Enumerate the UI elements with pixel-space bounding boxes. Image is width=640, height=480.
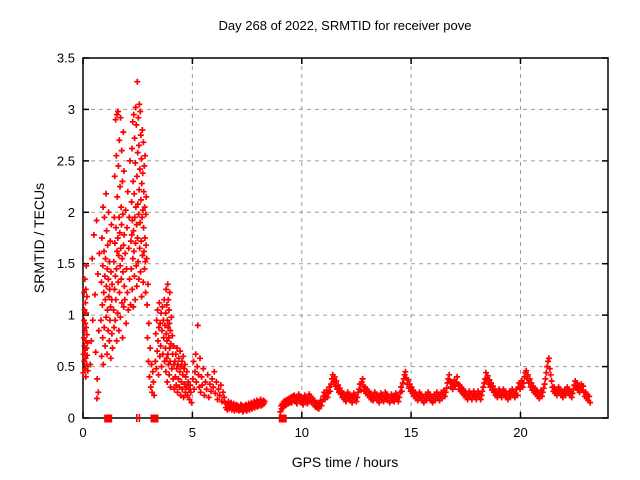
chart-title: Day 268 of 2022, SRMTID for receiver pov… — [219, 18, 472, 33]
x-tick-label: 15 — [404, 425, 418, 440]
tick-labels: 0 5 10 15 20 0 0.5 1 1.5 2 2.5 3 3.5 — [57, 51, 528, 441]
y-tick-label: 3.5 — [57, 51, 75, 66]
y-tick-label: 0.5 — [57, 359, 75, 374]
y-tick-label: 1.5 — [57, 256, 75, 271]
axis-ticks — [82, 57, 608, 419]
y-axis-label: SRMTID / TECUs — [31, 183, 47, 293]
y-tick-label: 3 — [68, 102, 75, 117]
plot-border — [82, 57, 609, 419]
x-tick-label: 20 — [513, 425, 527, 440]
y-tick-label: 0 — [68, 411, 75, 426]
x-axis-label: GPS time / hours — [292, 454, 399, 470]
x-tick-label: 10 — [295, 425, 309, 440]
y-tick-label: 1 — [68, 308, 75, 323]
y-tick-label: 2.5 — [57, 153, 75, 168]
gap-markers — [104, 414, 287, 423]
x-tick-label: 0 — [79, 425, 86, 440]
scatter-points — [80, 78, 594, 415]
gridlines — [83, 58, 608, 418]
x-tick-label: 5 — [189, 425, 196, 440]
y-tick-label: 2 — [68, 205, 75, 220]
